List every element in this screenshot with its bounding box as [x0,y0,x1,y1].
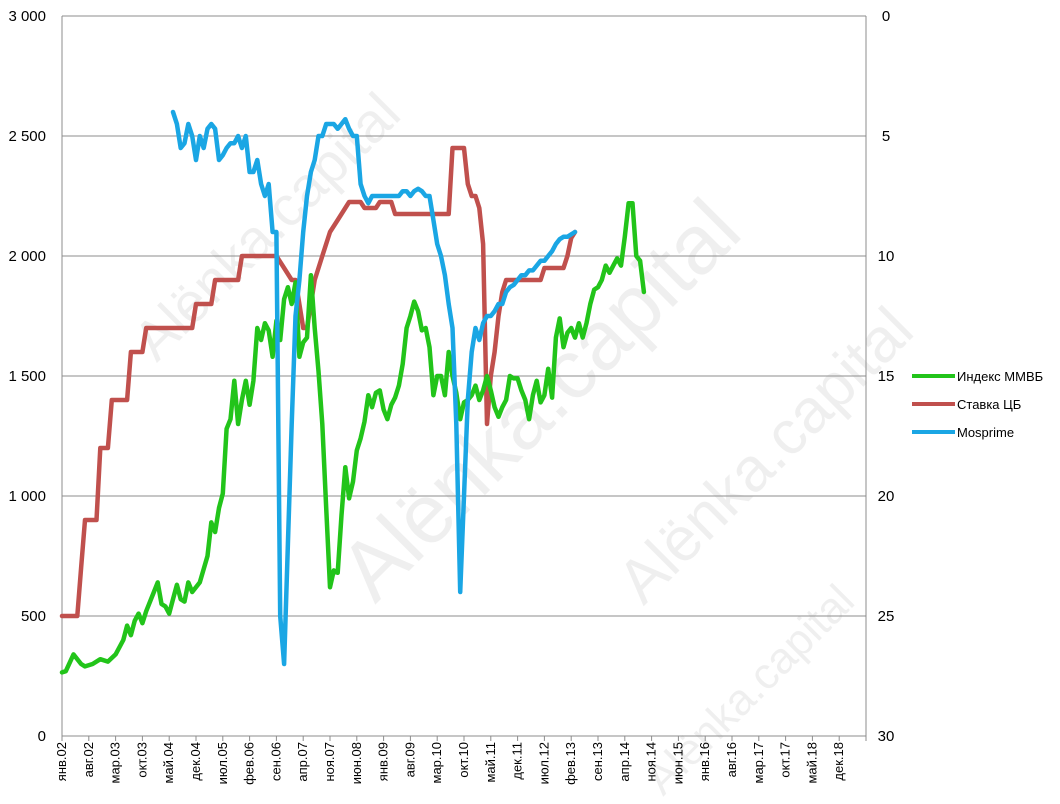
y-right-tick-label: 15 [878,368,895,385]
y-left-tick-label: 3 000 [8,8,46,25]
y-left-tick-label: 2 000 [8,248,46,265]
x-tick-label: фев.06 [242,742,257,785]
x-tick-label: окт.10 [456,742,471,778]
x-tick-label: дек.18 [831,742,846,781]
y-right-tick-label: 0 [882,8,890,25]
legend-label: Индекс ММВБ [957,369,1043,384]
series-line-2 [170,109,578,667]
y-right-tick-label: 25 [878,608,895,625]
y-left-tick-label: 1 000 [8,488,46,505]
series-lines [59,109,647,675]
y-left-tick-label: 1 500 [8,368,46,385]
watermark-layer: Alënka.capitalAlënka.capitalAlënka.capit… [121,81,927,804]
x-tick-label: апр.14 [617,742,632,782]
x-tick-label: дек.04 [188,742,203,781]
x-tick-label: июл.05 [215,742,230,784]
y-right-tick-label: 5 [882,128,890,145]
x-tick-label: окт.03 [134,742,149,778]
y-right-tick-label: 10 [878,248,895,265]
legend-label: Ставка ЦБ [957,397,1021,412]
x-tick-label: авг.16 [724,742,739,777]
x-tick-label: сен.13 [590,742,605,781]
x-axis: янв.02 авг.02 мар.03 окт.03 май.04 дек.04 июл.… [54,736,867,785]
legend: Индекс ММВБ Ставка ЦБ Mosprime [912,369,1043,440]
x-tick-label: май.04 [161,742,176,784]
x-tick-label: мар.17 [751,742,766,783]
gridlines [62,15,866,737]
x-tick-label: июн.08 [349,742,364,784]
y-right-tick-label: 30 [878,728,895,745]
series-line-1 [59,145,578,619]
x-tick-label: ноя.07 [322,742,337,782]
x-tick-label: авг.02 [81,742,96,777]
x-tick-label: май.18 [804,742,819,784]
x-tick-label: фев.13 [563,742,578,785]
x-tick-label: мар.10 [429,742,444,783]
x-tick-label: окт.17 [778,742,793,778]
y-right-tick-label: 20 [878,488,895,505]
x-tick-label: дек.11 [510,742,525,780]
legend-label: Mosprime [957,425,1014,440]
x-tick-label: ноя.14 [644,742,659,782]
x-tick-label: май.11 [483,742,498,783]
y-left-tick-label: 0 [38,728,46,745]
x-tick-label: июл.12 [536,742,551,784]
x-tick-label: янв.02 [54,742,69,781]
y-axis-left: 0 500 1 000 1 500 2 000 2 500 3 000 [8,8,63,745]
x-tick-label: авг.09 [402,742,417,777]
x-tick-label: апр.07 [295,742,310,782]
x-tick-label: мар.03 [108,742,123,783]
y-axis-right: 0 5 10 15 20 25 30 [865,8,895,745]
x-tick-label: янв.16 [697,742,712,781]
y-left-tick-label: 2 500 [8,128,46,145]
x-tick-label: янв.09 [376,742,391,781]
series-line-0 [59,200,647,675]
x-tick-label: июн.15 [670,742,685,784]
y-left-tick-label: 500 [21,608,46,625]
x-tick-label: сен.06 [268,742,283,781]
